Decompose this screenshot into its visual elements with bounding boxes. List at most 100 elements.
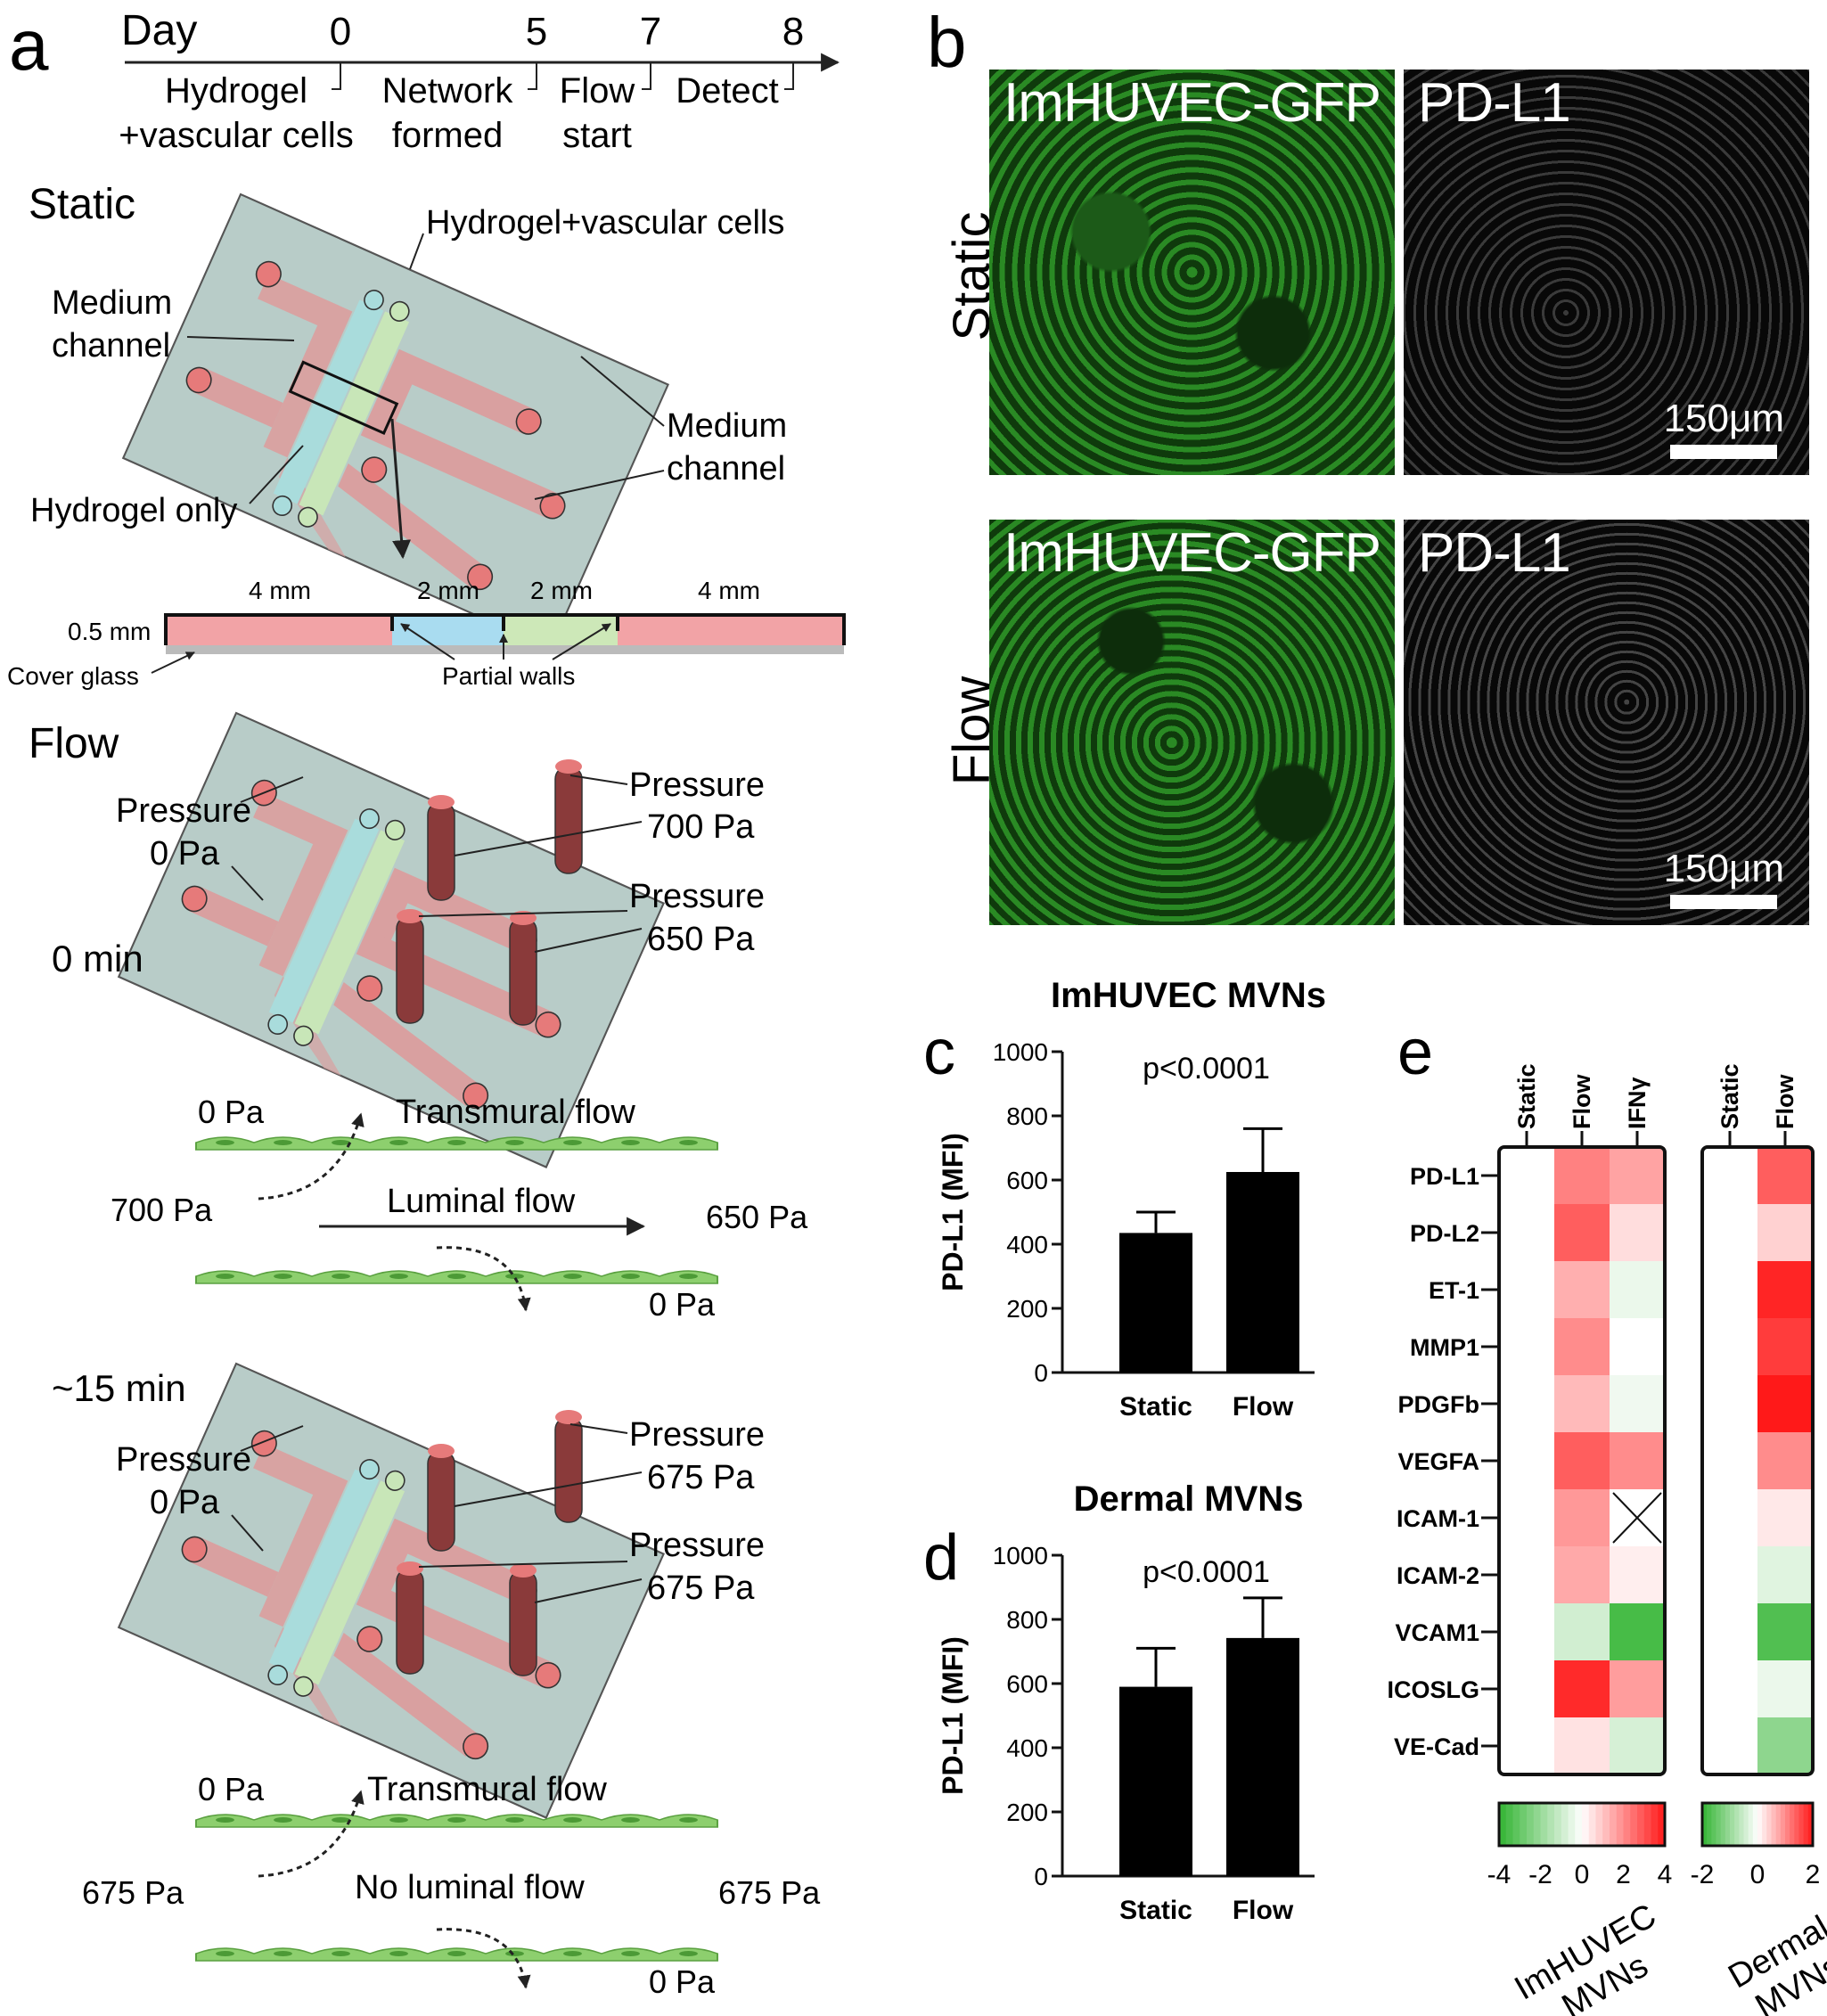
cross-partial-walls: Partial walls bbox=[442, 662, 575, 690]
heatmap-g0-scale-tick-3: 2 bbox=[1616, 1860, 1631, 1889]
heatmap-g0-cell-5-2 bbox=[1610, 1432, 1665, 1489]
timeline-day-8: 8 bbox=[782, 10, 804, 53]
chart-d-title: Dermal MVNs bbox=[1074, 1479, 1304, 1519]
heatmap-g0-cell-3-2 bbox=[1610, 1318, 1665, 1375]
heatmap-g0-cell-8-1 bbox=[1554, 1603, 1610, 1660]
heatmap-g1-scale-seg-13 bbox=[1762, 1803, 1767, 1846]
heatmap-g1-cell-7-1 bbox=[1757, 1546, 1813, 1603]
panel-cd: c d ImHUVEC MVNs p<0.0001 0 200 400 600 800 100… bbox=[923, 976, 1326, 1925]
scheme1-right-pa: 650 Pa bbox=[706, 1199, 808, 1235]
timeline-step-2-line2: formed bbox=[392, 116, 504, 155]
flow2-pressure-left-1: Pressure bbox=[116, 1441, 251, 1479]
heatmap-g1-cell-2-0 bbox=[1702, 1261, 1757, 1318]
chart-c-ytick-label-1: 200 bbox=[1006, 1295, 1048, 1323]
heatmap-g0-cell-5-1 bbox=[1554, 1432, 1610, 1489]
heatmap-g1-cell-0-0 bbox=[1702, 1147, 1757, 1204]
panel-letter-e: e bbox=[1397, 1017, 1433, 1088]
flow-chip-0min: Flow Pressure 0 Pa Pressure 700 Pa Press… bbox=[29, 711, 765, 1168]
heatmap-row-label-6: ICAM-1 bbox=[1397, 1505, 1479, 1532]
flow2-pressure-left-2: 0 Pa bbox=[150, 1484, 220, 1521]
heatmap-g1-cell-1-1 bbox=[1757, 1204, 1813, 1261]
heatmap-g1-cell-10-0 bbox=[1702, 1717, 1757, 1774]
chart-d-ytick-label-1: 200 bbox=[1006, 1799, 1048, 1826]
chart-c-pvalue: p<0.0001 bbox=[1143, 1052, 1270, 1086]
scheme1-luminal: Luminal flow bbox=[387, 1183, 576, 1220]
flow-pressure-top-1: Pressure bbox=[629, 766, 765, 804]
cross-width-1: 4 mm bbox=[249, 577, 311, 604]
chart-d-category-1: Flow bbox=[1233, 1896, 1294, 1925]
flow-pressure-left-2: 0 Pa bbox=[150, 835, 220, 873]
heatmap-g0-frame bbox=[1497, 1145, 1667, 1776]
timeline-step-4-line1: Detect bbox=[676, 71, 779, 111]
panel-letter-d: d bbox=[923, 1522, 959, 1594]
heatmap-g0-cell-10-0 bbox=[1499, 1717, 1554, 1774]
flow2-pressure-top-1: Pressure bbox=[629, 1416, 765, 1454]
static-label-hydrogel-only: Hydrogel only bbox=[30, 492, 237, 529]
heatmap-g0-scale-seg-22 bbox=[1651, 1803, 1659, 1846]
heatmap-g1-scale-tick-1: 0 bbox=[1750, 1860, 1766, 1889]
chart-d: Dermal MVNs p<0.0001 0 200 400 600 800 1000 PD-L… bbox=[937, 1479, 1315, 1925]
chart-c-bar-0 bbox=[1119, 1233, 1192, 1373]
heatmap-g0-cell-0-1 bbox=[1554, 1147, 1610, 1204]
heatmap-g1-cell-5-1 bbox=[1757, 1432, 1813, 1489]
heatmap-g0-scale-seg-9 bbox=[1561, 1803, 1569, 1846]
chart-c-ylabel: PD-L1 (MFI) bbox=[937, 1133, 969, 1291]
heatmap-g1-cell-3-1 bbox=[1757, 1318, 1813, 1375]
heatmap-g0-cell-6-0 bbox=[1499, 1489, 1554, 1546]
heatmap-g1-scale-seg-21 bbox=[1798, 1803, 1805, 1846]
scheme2-luminal: No luminal flow bbox=[355, 1869, 585, 1906]
chart-d-ylabel: PD-L1 (MFI) bbox=[937, 1636, 969, 1795]
heatmap-g1-scale-seg-20 bbox=[1794, 1803, 1800, 1846]
heatmap-g1-scale-seg-0 bbox=[1702, 1803, 1708, 1846]
heatmap-g0-scale-seg-13 bbox=[1588, 1803, 1597, 1846]
heatmap-g1-cell-6-0 bbox=[1702, 1489, 1757, 1546]
scheme1-top-pa: 0 Pa bbox=[198, 1094, 265, 1130]
heatmap-g0-scale-seg-12 bbox=[1582, 1803, 1590, 1846]
heatmap-g1-cell-2-1 bbox=[1757, 1261, 1813, 1318]
heatmap-row-label-3: MMP1 bbox=[1410, 1334, 1479, 1361]
heatmap-g0-cell-9-1 bbox=[1554, 1660, 1610, 1717]
heatmap-g1-cell-10-1 bbox=[1757, 1717, 1813, 1774]
chart-c-ytick-label-2: 400 bbox=[1006, 1231, 1048, 1258]
panel-letter-a: a bbox=[9, 5, 49, 85]
flow-title: Flow bbox=[29, 720, 119, 767]
static-chip: Static Hydrogel+vascular cells Medium ch… bbox=[29, 181, 787, 650]
heatmap-g0-scale-seg-6 bbox=[1540, 1803, 1548, 1846]
heatmap-g1-scale-seg-19 bbox=[1790, 1803, 1795, 1846]
flow-pressure-bottom-1: Pressure bbox=[629, 878, 765, 915]
heatmap-row-label-5: VEGFA bbox=[1397, 1448, 1479, 1475]
chart-d-bar-1 bbox=[1226, 1637, 1299, 1876]
cross-cover-glass: Cover glass bbox=[7, 662, 139, 690]
scale-bar-flow: 150μm bbox=[1664, 847, 1784, 909]
timeline-day-label: Day bbox=[121, 7, 197, 54]
cross-width-4: 4 mm bbox=[698, 577, 760, 604]
heatmap-g0-cell-2-1 bbox=[1554, 1261, 1610, 1318]
heatmap-g0-scale-seg-3 bbox=[1520, 1803, 1528, 1846]
chart-d-ytick-label-0: 0 bbox=[1034, 1863, 1048, 1890]
cross-width-2: 2 mm bbox=[417, 577, 479, 604]
timeline-day-5: 5 bbox=[526, 10, 547, 53]
cross-section: 4 mm 2 mm 2 mm 4 mm 0.5 mm Cover glass P… bbox=[7, 577, 846, 690]
heatmap-g0-scale-seg-16 bbox=[1610, 1803, 1618, 1846]
heatmap-g0-cell-7-0 bbox=[1499, 1546, 1554, 1603]
heatmap-g1-cell-6-1 bbox=[1757, 1489, 1813, 1546]
heatmap-g1-scale-seg-5 bbox=[1725, 1803, 1731, 1846]
heatmap-g1-scale-seg-17 bbox=[1780, 1803, 1786, 1846]
heatmap-g0-scale-seg-7 bbox=[1547, 1803, 1555, 1846]
heatmap-g0-scale-seg-0 bbox=[1499, 1803, 1507, 1846]
heatmap-g0-cell-10-2 bbox=[1610, 1717, 1665, 1774]
heatmap-g1-scale-seg-14 bbox=[1766, 1803, 1773, 1846]
heatmap-g0-cell-6-1 bbox=[1554, 1489, 1610, 1546]
heatmap-g0-scale-frame bbox=[1497, 1801, 1667, 1848]
static-label-medium-left-2: channel bbox=[52, 327, 170, 365]
heatmap-g1-scale-seg-2 bbox=[1711, 1803, 1717, 1846]
heatmap-row-label-10: VE-Cad bbox=[1394, 1733, 1479, 1760]
heatmap-g0-col-label-0: Static bbox=[1513, 1063, 1540, 1129]
heatmap-row-label-2: ET-1 bbox=[1429, 1277, 1479, 1304]
heatmap-row-label-9: ICOSLG bbox=[1387, 1676, 1479, 1703]
heatmap-g0-scale-seg-5 bbox=[1533, 1803, 1542, 1846]
heatmap-g0-na-b-6-2 bbox=[1612, 1492, 1662, 1544]
timeline: Day 0 5 7 8 Hydrogel +vascular cells Net… bbox=[119, 7, 840, 155]
timeline-step-1-line2: +vascular cells bbox=[119, 116, 353, 155]
heatmap-g1-cell-8-1 bbox=[1757, 1603, 1813, 1660]
